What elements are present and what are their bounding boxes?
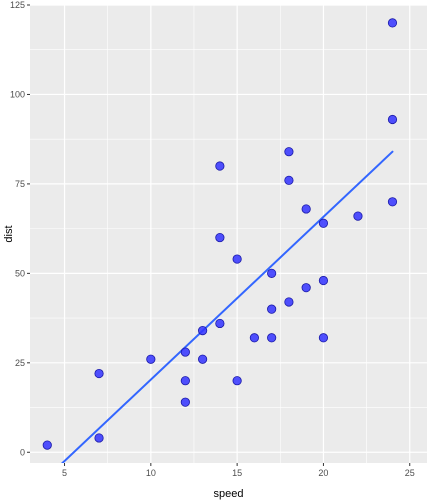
data-point <box>215 161 225 171</box>
data-point <box>232 376 242 386</box>
data-point <box>284 297 294 307</box>
x-axis-title: speed <box>214 488 244 500</box>
data-point <box>180 376 190 386</box>
minor-gridlines <box>30 5 427 463</box>
data-points <box>42 18 398 450</box>
data-point <box>94 433 104 443</box>
data-point <box>180 347 190 357</box>
y-axis-ticks: 0 25 50 75 100 125 <box>10 0 30 457</box>
data-point <box>301 204 311 214</box>
data-point <box>353 211 363 221</box>
data-point <box>232 254 242 264</box>
y-tick-label: 50 <box>15 268 25 278</box>
x-tick-label: 25 <box>405 468 415 478</box>
x-axis-ticks: 5 10 15 20 25 <box>62 463 415 478</box>
plot-panel <box>30 5 427 463</box>
data-point <box>267 268 277 278</box>
y-tick-label: 0 <box>20 447 25 457</box>
data-point <box>318 275 329 286</box>
data-point <box>318 218 329 228</box>
data-point <box>387 18 398 28</box>
y-tick-label: 75 <box>15 179 25 189</box>
y-tick-label: 125 <box>10 0 25 10</box>
data-point <box>387 114 398 125</box>
regression-line <box>60 150 394 463</box>
data-point <box>301 283 311 293</box>
regression-line-group <box>60 150 394 463</box>
data-point <box>284 147 294 157</box>
major-gridlines <box>30 4 427 463</box>
data-point <box>198 326 208 336</box>
data-point <box>42 440 52 450</box>
data-point <box>146 354 156 364</box>
y-axis-title: dist <box>3 225 15 242</box>
data-point <box>267 333 277 343</box>
x-tick-label: 10 <box>146 468 156 478</box>
data-point <box>215 232 225 243</box>
data-point <box>215 318 225 329</box>
x-tick-label: 15 <box>232 468 242 478</box>
data-point <box>387 197 398 207</box>
data-point <box>198 354 208 364</box>
y-tick-label: 25 <box>15 358 25 368</box>
data-point <box>249 333 259 343</box>
data-point <box>318 333 329 343</box>
y-tick-label: 100 <box>10 89 25 99</box>
data-point <box>180 397 190 407</box>
data-point <box>267 304 277 314</box>
x-tick-label: 20 <box>318 468 328 478</box>
data-point <box>94 368 104 379</box>
data-point <box>284 175 294 185</box>
x-tick-label: 5 <box>62 468 67 478</box>
